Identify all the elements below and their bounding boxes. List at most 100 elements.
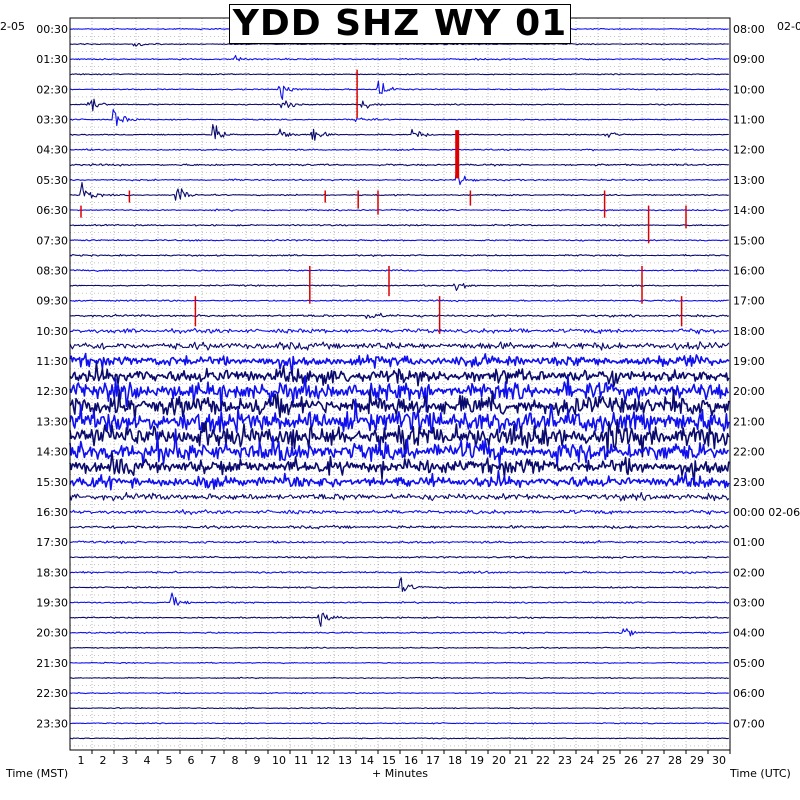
x-tick-label: 22 [536, 754, 550, 767]
left-time-label: 12:30 [36, 385, 68, 398]
right-time-label: 19:00 [733, 355, 765, 368]
left-time-label: 10:30 [36, 325, 68, 338]
seismic-trace [69, 148, 729, 152]
x-tick-label: 4 [144, 754, 151, 767]
right-time-label: 06:00 [733, 687, 765, 700]
seismic-trace [69, 375, 730, 413]
x-tick-label: 26 [624, 754, 638, 767]
seismic-trace [69, 327, 730, 335]
seismic-trace [70, 628, 729, 637]
seismic-trace [69, 341, 730, 351]
seismic-trace [69, 469, 730, 491]
left-time-label: 01:30 [36, 53, 68, 66]
seismic-trace [69, 555, 730, 559]
left-time-label: 21:30 [36, 657, 68, 670]
left-time-label: 11:30 [36, 355, 68, 368]
x-tick-label: 21 [514, 754, 528, 767]
left-axis-label: Time (MST) [5, 767, 68, 780]
right-time-label: 18:00 [733, 325, 765, 338]
right-time-label: 13:00 [733, 174, 765, 187]
seismic-trace [69, 352, 730, 376]
left-time-label: 07:30 [36, 234, 68, 247]
right-time-label: 23:00 [733, 476, 765, 489]
x-tick-label: 13 [338, 754, 352, 767]
left-time-label: 16:30 [36, 506, 68, 519]
chart-title: YDD SHZ WY 01 [229, 4, 571, 44]
seismic-trace [69, 418, 730, 458]
right-time-label: 17:00 [733, 295, 765, 308]
left-time-label: 14:30 [36, 446, 68, 459]
left-time-label: 06:30 [36, 204, 68, 217]
right-time-label: 11:00 [733, 114, 765, 127]
seismic-trace [70, 524, 730, 530]
seismic-trace [69, 170, 730, 186]
right-time-label: 07:00 [733, 717, 765, 730]
seismic-trace [69, 451, 730, 486]
seismic-trace [70, 577, 729, 592]
seismic-trace [69, 539, 729, 545]
seismic-trace [69, 737, 729, 740]
right-time-label: 02:00 [733, 566, 765, 579]
left-time-label: 19:30 [36, 597, 68, 610]
right-time-labels: 08:00 09:00 10:00 11:00 12:00 13:00 14:00 15:00… [733, 23, 800, 730]
x-tick-label: 27 [646, 754, 660, 767]
x-tick-label: 16 [404, 754, 418, 767]
right-time-label: 09:00 [733, 53, 765, 66]
x-tick-label: 14 [360, 754, 374, 767]
seismic-trace [69, 73, 729, 76]
seismic-trace [69, 428, 729, 467]
x-tick-label: 6 [188, 754, 195, 767]
right-time-label: 00:00 02-06 [733, 506, 800, 519]
seismic-trace [69, 691, 729, 695]
left-time-label: 23:30 [36, 717, 68, 730]
left-time-labels: 00:30 01:30 02:30 03:30 04:30 05:30 06:30 07:30… [36, 23, 68, 730]
x-tick-label: 18 [448, 754, 462, 767]
right-time-label: 21:00 [733, 415, 765, 428]
x-tick-label: 28 [668, 754, 682, 767]
seismic-trace [69, 646, 730, 650]
x-tick-label: 29 [690, 754, 704, 767]
left-time-label: 17:30 [36, 536, 68, 549]
x-tick-label: 11 [294, 754, 308, 767]
x-tick-label: 7 [210, 754, 217, 767]
right-time-label: 08:00 [733, 23, 765, 36]
x-tick-label: 5 [166, 754, 173, 767]
right-time-label: 03:00 [733, 597, 765, 610]
seismic-trace [69, 722, 729, 725]
seismic-trace [69, 98, 729, 112]
x-axis-ticks: 1 2 3 4 5 6 7 8 9 10 11 12 13 14 15 16 17 18 19 20 21 22 23 24 2… [78, 750, 731, 767]
right-time-label: 14:00 [733, 204, 765, 217]
seismic-trace [69, 54, 729, 62]
seismic-trace [69, 398, 730, 434]
seismic-trace [69, 238, 729, 242]
left-time-label: 05:30 [36, 174, 68, 187]
right-axis-label: Time (UTC) [729, 767, 791, 780]
seismic-trace [69, 362, 730, 388]
left-date-label: 2-05 [0, 20, 25, 33]
seismic-trace [69, 388, 730, 421]
right-time-label: 20:00 [733, 385, 765, 398]
left-time-label: 04:30 [36, 144, 68, 157]
event-markers-layer [80, 69, 687, 334]
seismic-trace [69, 182, 729, 201]
left-time-label: 20:30 [36, 627, 68, 640]
right-time-label: 12:00 [733, 144, 765, 157]
x-tick-label: 23 [558, 754, 572, 767]
seismic-trace [70, 208, 730, 212]
left-time-label: 00:30 [36, 23, 68, 36]
right-time-label: 22:00 [733, 446, 765, 459]
left-time-label: 08:30 [36, 264, 68, 277]
seismic-trace [69, 108, 729, 127]
x-tick-label: 1 [78, 754, 85, 767]
seismic-trace [69, 163, 729, 167]
right-time-label: 15:00 [733, 234, 765, 247]
x-tick-label: 8 [232, 754, 239, 767]
seismic-trace [69, 509, 730, 516]
x-axis-label: + Minutes [372, 767, 428, 780]
x-tick-label: 17 [426, 754, 440, 767]
seismic-trace [69, 661, 729, 665]
x-tick-label: 20 [492, 754, 506, 767]
seismic-trace [69, 592, 730, 606]
left-time-label: 02:30 [36, 83, 68, 96]
right-time-label: 10:00 [733, 83, 765, 96]
